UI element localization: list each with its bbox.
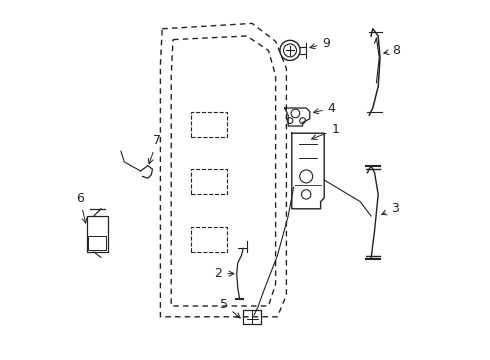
Text: 9: 9 [310,37,330,50]
Text: 6: 6 [76,192,87,223]
Text: 1: 1 [312,123,339,139]
Text: 4: 4 [314,102,336,114]
Text: 5: 5 [220,298,240,318]
Bar [87,216,108,252]
Text: 8: 8 [384,44,401,57]
Text: 3: 3 [382,202,399,215]
Text: 7: 7 [148,134,161,164]
Bar [191,112,227,137]
Bar [88,236,106,250]
Text: 2: 2 [215,267,234,280]
Bar [191,169,227,194]
Bar [191,227,227,252]
Bar [243,310,261,324]
